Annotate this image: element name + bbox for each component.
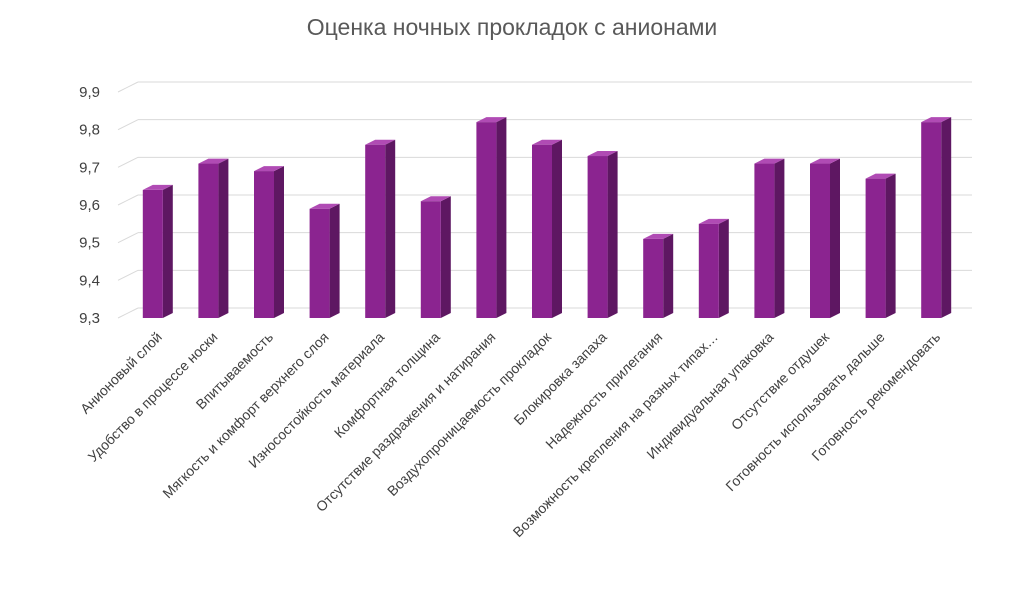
bar-side xyxy=(218,158,229,318)
bar-side xyxy=(496,117,507,318)
y-tick-label: 9,7 xyxy=(79,159,100,176)
bar-top xyxy=(420,196,451,202)
bar xyxy=(142,189,163,318)
bar-side xyxy=(663,233,674,318)
y-tick-label: 9,6 xyxy=(79,197,100,214)
bar-top xyxy=(754,158,785,164)
bar-top xyxy=(532,139,562,145)
gridline-depth xyxy=(117,119,139,131)
y-tick-label: 9,8 xyxy=(79,122,100,139)
bar-side xyxy=(162,184,173,318)
bar-side xyxy=(718,218,729,318)
bar-side xyxy=(941,117,952,318)
y-tick-label: 9,5 xyxy=(79,235,100,252)
x-tick-label: Отсутствие отдушек xyxy=(728,328,833,433)
bar xyxy=(420,201,441,318)
bar-top xyxy=(865,173,896,179)
chart-title: Оценка ночных прокладок с анионами xyxy=(306,14,718,40)
bar-side xyxy=(385,139,396,318)
bar xyxy=(810,163,830,318)
bar xyxy=(476,122,497,318)
x-tick-label: Комфортная толщина xyxy=(331,329,443,441)
bar xyxy=(365,144,386,318)
bar-side xyxy=(552,139,562,318)
bar-top xyxy=(254,166,284,172)
bar-top xyxy=(921,117,952,123)
bar-top xyxy=(810,158,840,164)
bar-top xyxy=(587,151,618,157)
bar-side xyxy=(274,166,284,318)
gridline-depth xyxy=(117,269,139,281)
bar-top xyxy=(309,203,340,209)
y-tick-label: 9,9 xyxy=(79,84,100,101)
bar xyxy=(254,171,274,318)
bar-top xyxy=(198,158,229,164)
bar xyxy=(754,163,775,318)
bar xyxy=(698,223,719,318)
gridline-depth xyxy=(117,81,139,93)
bar xyxy=(865,178,886,318)
gridline-depth xyxy=(117,194,139,206)
x-tick-label: Блокировка запаха xyxy=(510,329,609,428)
bar xyxy=(198,163,219,318)
bar-side xyxy=(329,203,340,318)
bar-top xyxy=(643,233,674,239)
bar xyxy=(587,156,608,318)
gridline-depth xyxy=(117,232,139,244)
bar xyxy=(643,238,664,318)
bar-top xyxy=(365,139,396,145)
bar xyxy=(532,144,552,318)
y-tick-label: 9,4 xyxy=(79,272,100,289)
bar-top xyxy=(142,184,173,190)
x-tick-label: Возможность крепления на разных типах… xyxy=(510,329,721,540)
y-tick-label: 9,3 xyxy=(79,310,100,327)
bar-side xyxy=(440,196,451,318)
bar xyxy=(921,122,942,318)
bar xyxy=(309,208,330,318)
bar-top xyxy=(698,218,729,224)
bar-side xyxy=(607,151,618,318)
bar-side xyxy=(830,158,840,318)
gridline-depth xyxy=(117,156,139,168)
bar-side xyxy=(774,158,785,318)
gridline-depth xyxy=(117,307,139,319)
bar-top xyxy=(476,117,507,123)
bar-side xyxy=(885,173,896,318)
